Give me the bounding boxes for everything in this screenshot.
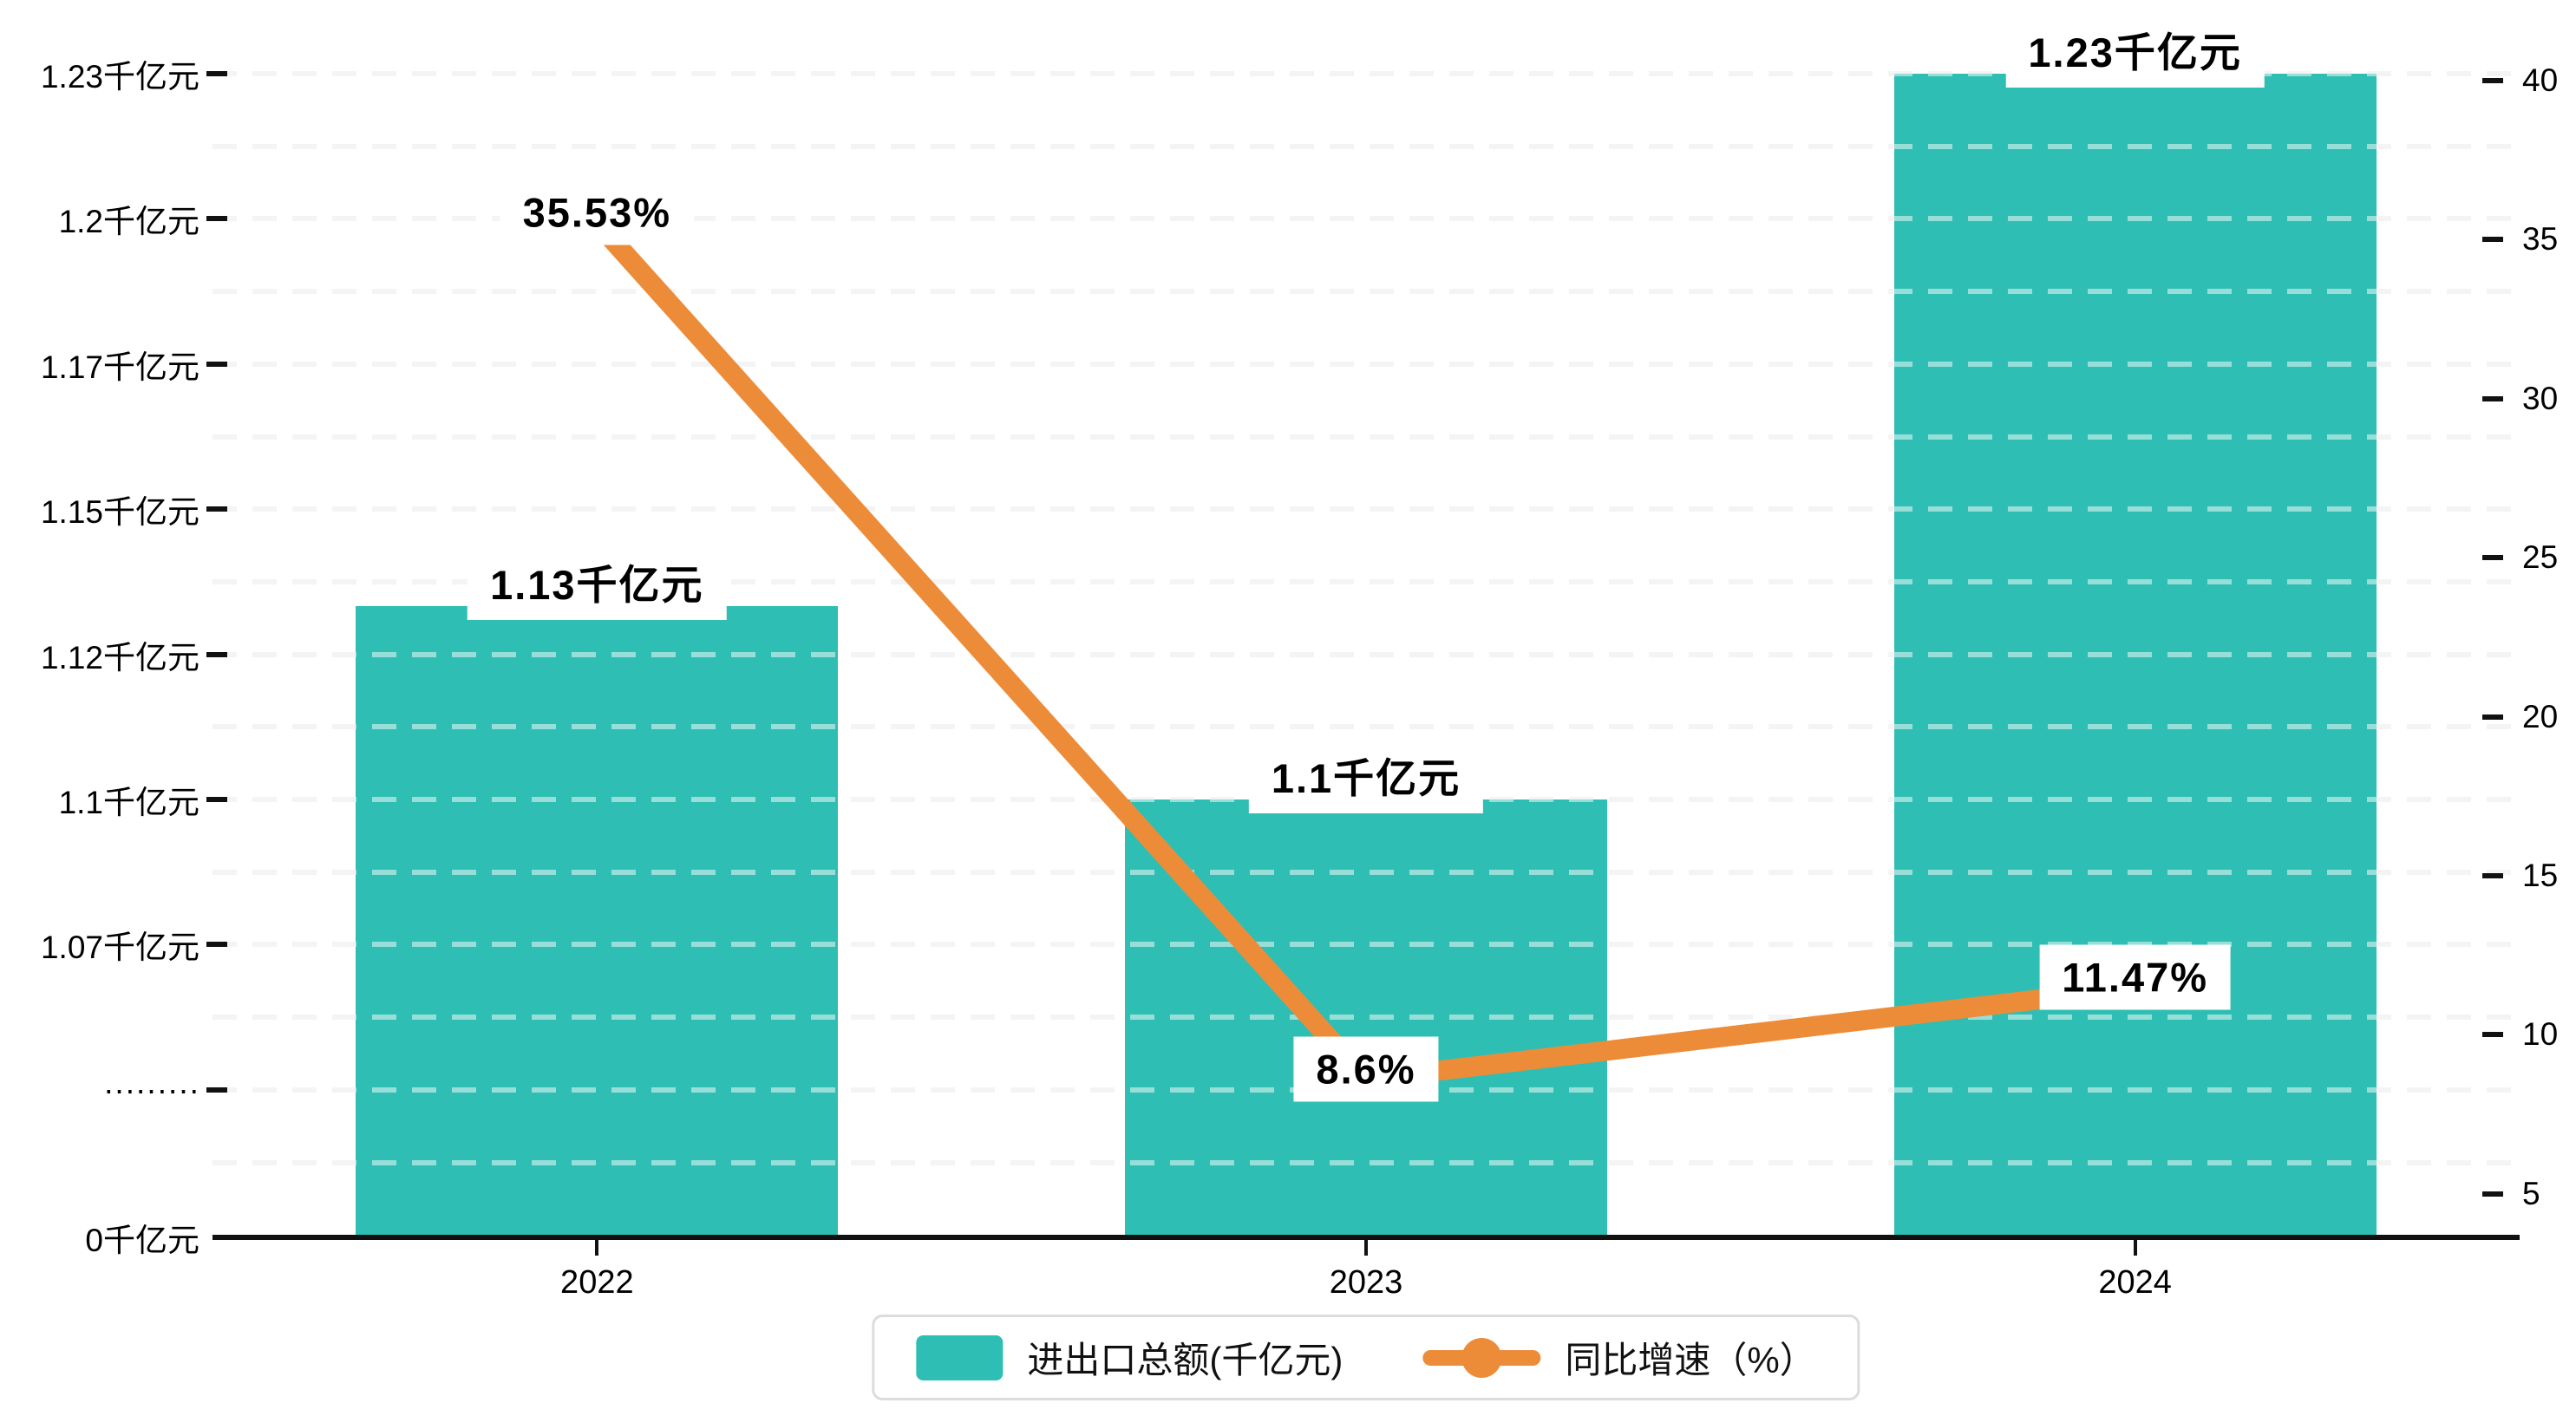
legend-item-bar-series[interactable]: 进出口总额(千亿元) <box>916 1331 1343 1384</box>
gridline-overlay <box>212 651 2520 657</box>
x-axis-line <box>212 1235 2520 1240</box>
right-axis-tick-mark <box>2482 1191 2503 1197</box>
left-axis-tick-label: ········· <box>103 1071 199 1107</box>
gridline-overlay <box>212 1159 2520 1165</box>
right-axis-tick-mark <box>2482 237 2503 243</box>
legend: 进出口总额(千亿元) 同比增速（%） <box>872 1315 1860 1400</box>
left-axis-zero-label: 0千亿元 <box>85 1223 199 1258</box>
bar-value-label-2023: 1.1千亿元 <box>1248 736 1484 813</box>
left-axis-tick-label: 1.07千亿元 <box>40 930 199 966</box>
left-axis-tick-mark <box>206 651 227 657</box>
bar-value-label-2024: 1.23千亿元 <box>2005 10 2265 88</box>
gridline-overlay <box>212 71 2520 76</box>
left-axis-tick-label: 1.2千亿元 <box>58 204 199 240</box>
gridline-overlay <box>212 724 2520 730</box>
bar-series-swatch-icon <box>916 1334 1004 1380</box>
gridline-overlay <box>212 1015 2520 1021</box>
line-value-label-2024: 11.47% <box>2039 944 2232 1010</box>
right-axis-tick-mark <box>2482 78 2503 83</box>
right-axis-tick-mark <box>2482 555 2503 561</box>
left-axis-tick-mark <box>206 797 227 802</box>
right-axis-tick-label: 20 <box>2522 698 2559 734</box>
left-axis-tick-mark <box>206 71 227 76</box>
gridline-overlay <box>212 869 2520 875</box>
gridline-overlay <box>212 578 2520 584</box>
x-axis-tick-mark <box>1364 1239 1368 1256</box>
gridline-overlay <box>212 361 2520 367</box>
bar-2022[interactable] <box>356 605 839 1237</box>
right-axis-tick-label: 35 <box>2522 221 2559 258</box>
right-axis-tick-label: 10 <box>2522 1016 2559 1053</box>
left-axis-tick-label: 1.1千亿元 <box>58 785 199 820</box>
legend-item-line-series[interactable]: 同比增速（%） <box>1422 1331 1816 1384</box>
growth-line <box>586 212 2146 1090</box>
left-axis-tick-label: 1.15千亿元 <box>40 494 199 531</box>
left-axis-tick-label: 1.23千亿元 <box>40 59 199 95</box>
right-axis-tick-mark <box>2482 1032 2503 1038</box>
right-axis-tick-label: 15 <box>2522 858 2559 893</box>
gridline-overlay <box>212 942 2520 948</box>
right-axis-tick-label: 25 <box>2522 539 2559 576</box>
x-axis-tick-mark <box>595 1239 599 1256</box>
gridline-overlay <box>212 143 2520 149</box>
legend-label-bar-series: 进出口总额(千亿元) <box>1027 1340 1344 1380</box>
left-axis-tick-mark <box>206 506 227 512</box>
gridline-overlay <box>212 289 2520 295</box>
right-axis-tick-mark <box>2482 873 2503 878</box>
gridline-overlay <box>212 434 2520 440</box>
left-axis-tick-mark <box>206 216 227 222</box>
x-axis-tick-mark <box>2133 1239 2137 1256</box>
left-axis-tick-mark <box>206 1086 227 1093</box>
bar-value-label-2022: 1.13千亿元 <box>467 542 727 620</box>
left-axis-tick-mark <box>206 942 227 948</box>
x-axis-label-2024: 2024 <box>2098 1264 2172 1301</box>
x-axis-label-2022: 2022 <box>560 1264 634 1301</box>
left-axis-tick-label: 1.17千亿元 <box>40 349 199 385</box>
legend-label-line-series: 同比增速（%） <box>1565 1340 1816 1380</box>
right-axis-tick-label: 5 <box>2522 1175 2540 1211</box>
line-value-label-2022: 35.53% <box>500 179 695 245</box>
left-axis-tick-mark <box>206 361 227 367</box>
gridline-overlay <box>212 506 2520 512</box>
right-axis-tick-label: 40 <box>2522 62 2559 98</box>
right-axis-tick-mark <box>2482 395 2503 401</box>
line-series-marker-icon <box>1422 1335 1541 1380</box>
line-value-label-2023: 8.6% <box>1293 1036 1439 1102</box>
right-axis-tick-mark <box>2482 714 2503 720</box>
left-axis-tick-label: 1.12千亿元 <box>40 639 199 675</box>
x-axis-label-2023: 2023 <box>1329 1264 1403 1301</box>
gridline-overlay <box>212 216 2520 222</box>
right-axis-tick-label: 30 <box>2522 380 2559 416</box>
